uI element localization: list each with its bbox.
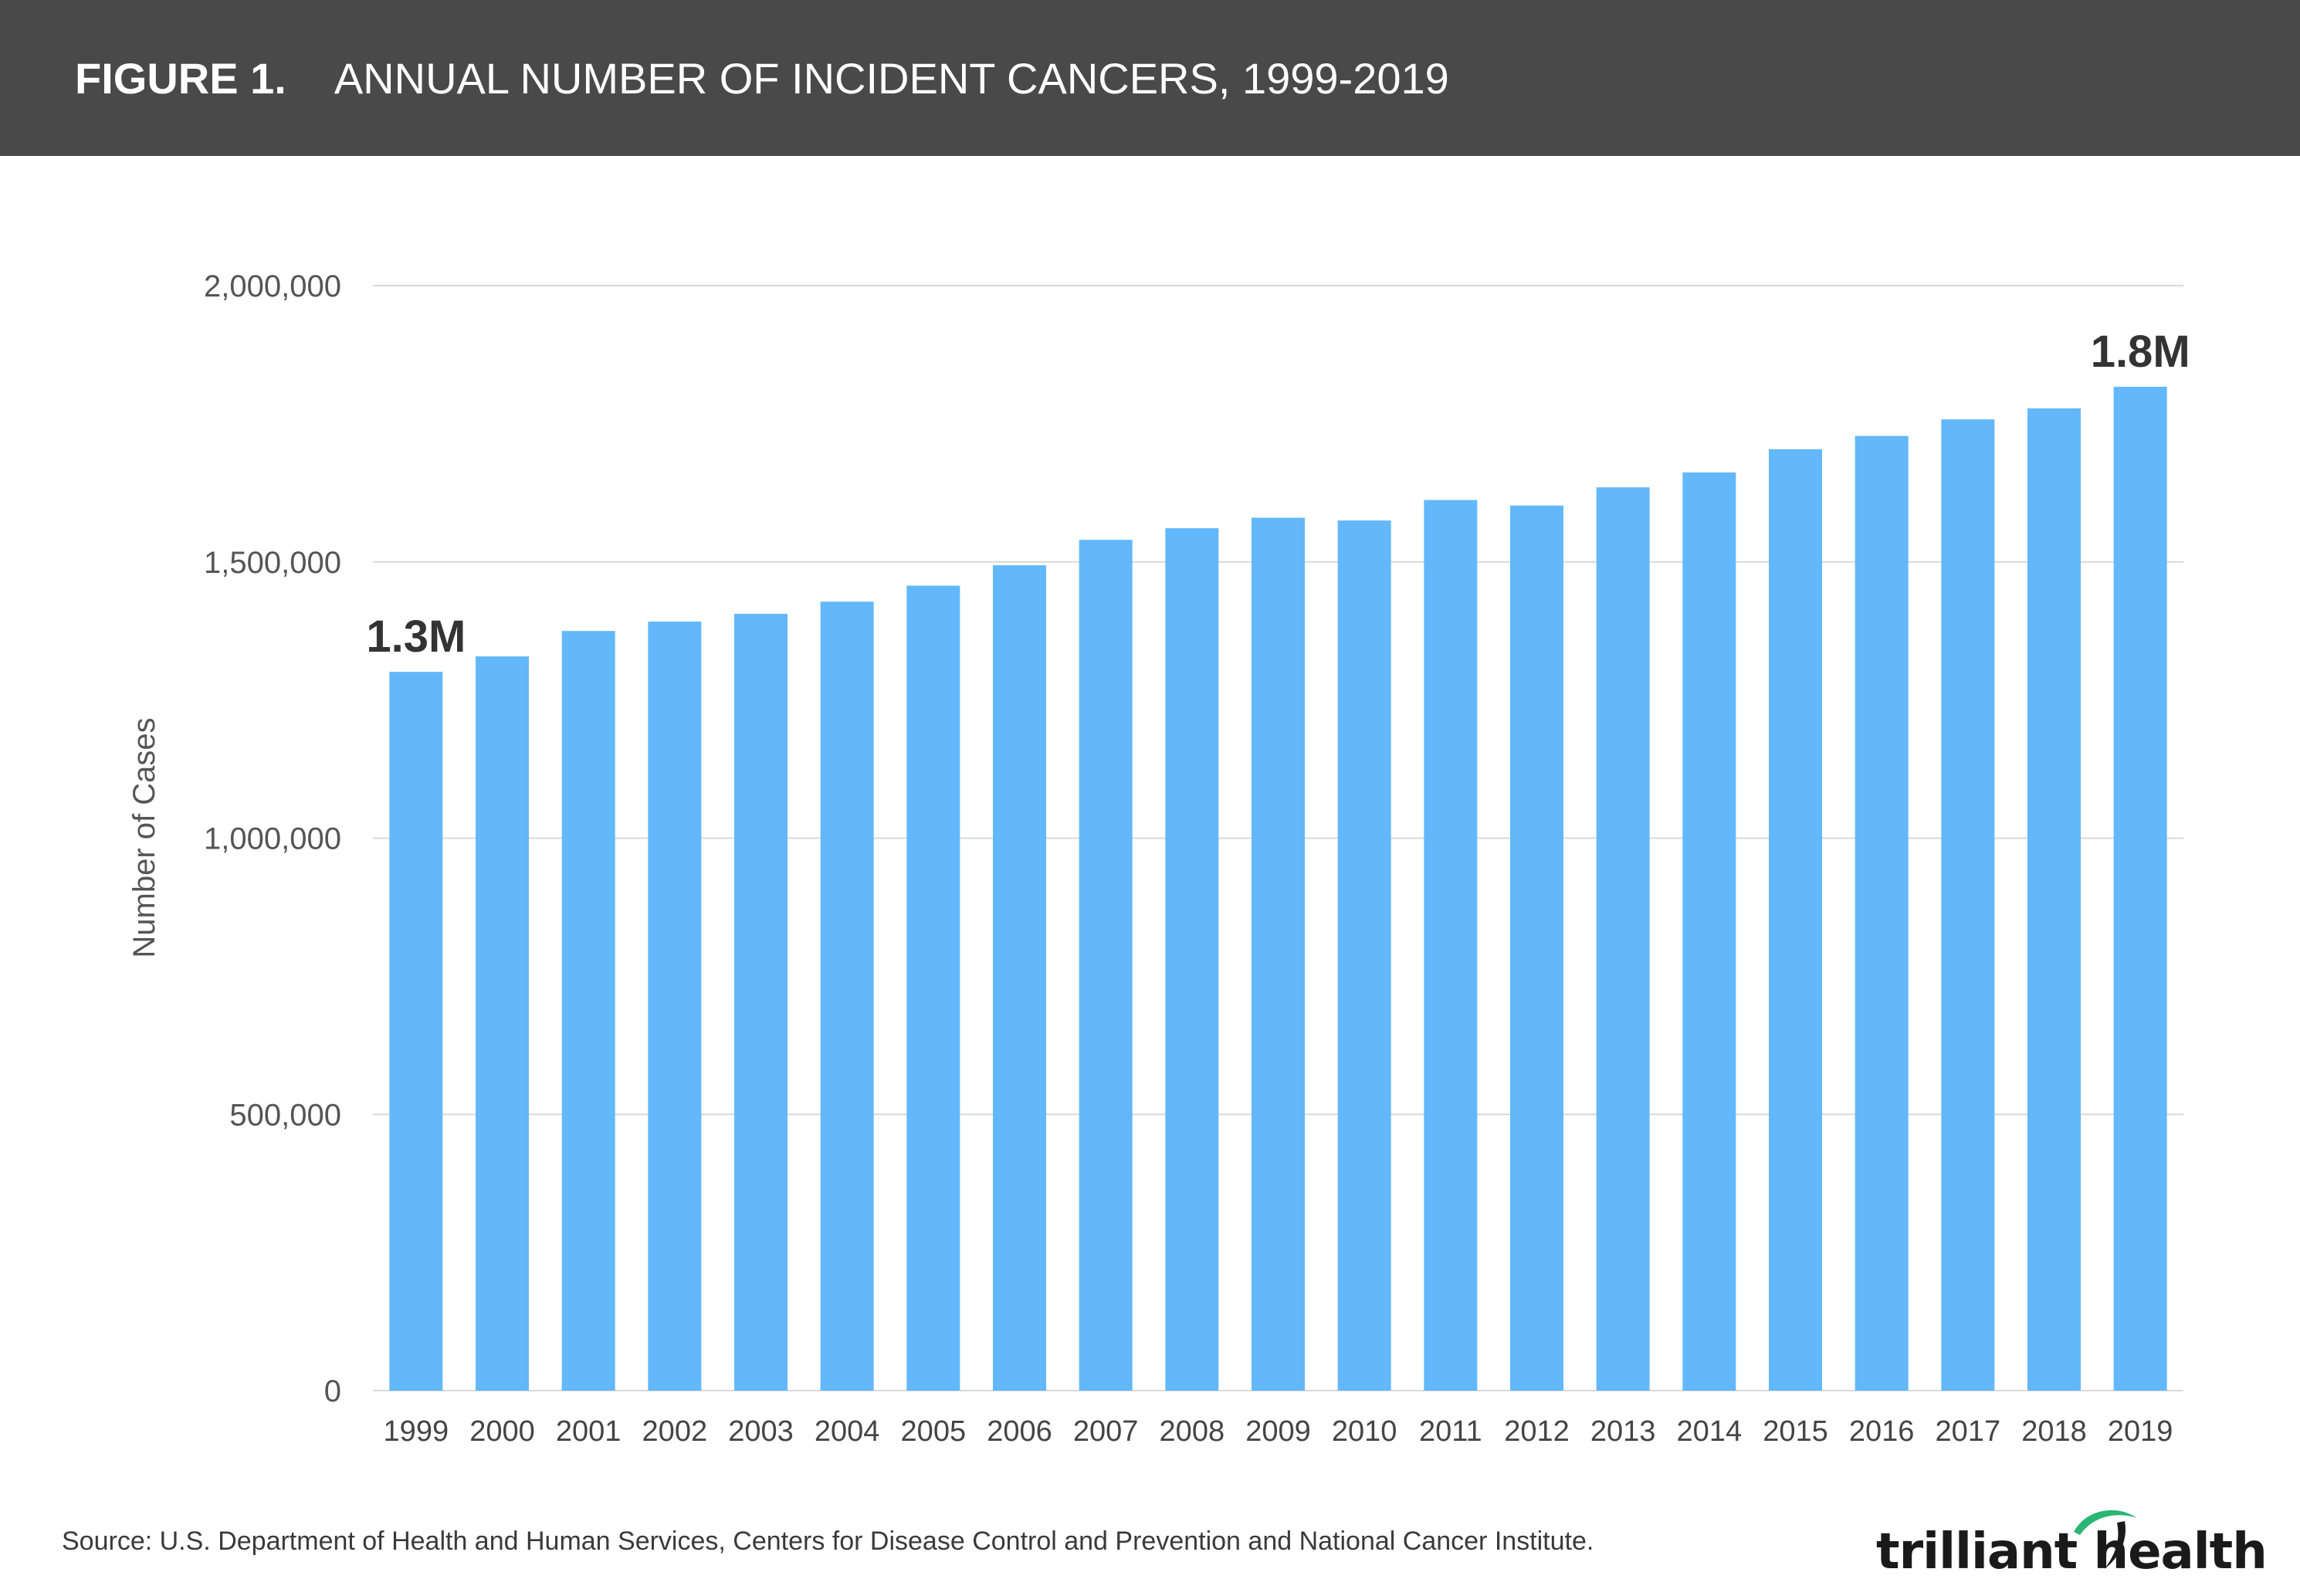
- annotation-label: 1.8M: [2091, 327, 2190, 377]
- bar-2008: [1165, 528, 1219, 1391]
- y-tick-label: 500,000: [229, 1098, 341, 1132]
- x-tick-label: 2001: [556, 1415, 622, 1448]
- trilliant-health-logo: trilliant health: [1876, 1507, 2268, 1581]
- y-axis-ticks: 0 500,000 1,000,000 1,500,000 2,000,000: [204, 269, 341, 1408]
- logo-swoosh-icon: [2074, 1510, 2137, 1569]
- bar-2009: [1252, 517, 1305, 1391]
- source-note: Source: U.S. Department of Health and Hu…: [62, 1527, 1594, 1556]
- x-tick-label: 2018: [2021, 1415, 2087, 1448]
- x-tick-label: 2013: [1590, 1415, 1656, 1448]
- x-tick-label: 2016: [1849, 1415, 1915, 1448]
- x-tick-label: 2009: [1245, 1415, 1311, 1448]
- bar-2016: [1855, 435, 1909, 1391]
- y-tick-label: 1,000,000: [204, 822, 341, 856]
- x-tick-label: 2000: [469, 1415, 535, 1448]
- x-tick-label: 2019: [2108, 1415, 2173, 1448]
- bar-2012: [1510, 505, 1563, 1391]
- y-tick-label: 1,500,000: [204, 546, 341, 580]
- x-tick-label: 2005: [901, 1415, 967, 1448]
- bar-2013: [1596, 487, 1650, 1391]
- bar-2018: [2027, 408, 2081, 1391]
- x-tick-label: 2012: [1504, 1415, 1570, 1448]
- figure-title: ANNUAL NUMBER OF INCIDENT CANCERS, 1999-…: [334, 53, 1449, 103]
- x-tick-label: 2002: [642, 1415, 708, 1448]
- y-tick-label: 0: [324, 1374, 341, 1408]
- x-tick-label: 1999: [384, 1415, 449, 1448]
- x-tick-label: 2017: [1936, 1415, 2001, 1448]
- annotation-label: 1.3M: [366, 612, 466, 662]
- bar-2019: [2113, 386, 2167, 1391]
- y-tick-label: 2,000,000: [204, 269, 341, 303]
- bar-2001: [561, 631, 615, 1391]
- bar-2015: [1769, 449, 1822, 1391]
- bars: [389, 386, 2167, 1391]
- logo-wordmark: trilliant health: [1876, 1523, 2268, 1581]
- bar-2002: [648, 622, 702, 1391]
- x-tick-label: 2014: [1677, 1415, 1743, 1448]
- bar-2007: [1079, 540, 1133, 1391]
- bar-2011: [1424, 500, 1478, 1391]
- x-tick-label: 2008: [1160, 1415, 1225, 1448]
- x-tick-label: 2004: [815, 1415, 880, 1448]
- y-axis-label: Number of Cases: [127, 717, 161, 957]
- bar-2010: [1337, 520, 1391, 1391]
- bar-1999: [389, 672, 443, 1391]
- x-tick-label: 2007: [1073, 1415, 1139, 1448]
- x-tick-label: 2015: [1763, 1415, 1828, 1448]
- x-tick-label: 2003: [728, 1415, 794, 1448]
- annotations: 1.3M 1.8M: [366, 327, 2190, 662]
- bar-2005: [906, 585, 960, 1391]
- figure-header: FIGURE 1. ANNUAL NUMBER OF INCIDENT CANC…: [0, 0, 2300, 156]
- x-tick-label: 2011: [1419, 1415, 1482, 1448]
- bar-2004: [820, 601, 874, 1391]
- bar-2014: [1682, 472, 1736, 1391]
- x-tick-label: 2010: [1332, 1415, 1397, 1448]
- x-tick-label: 2006: [987, 1415, 1052, 1448]
- bar-2006: [993, 565, 1046, 1391]
- bar-2017: [1941, 419, 1995, 1391]
- bar-2003: [734, 614, 788, 1391]
- figure-label: FIGURE 1.: [75, 53, 286, 103]
- bar-2000: [476, 656, 529, 1391]
- x-axis-ticks: 1999 2000 2001 2002 2003 2004 2005 2006 2007 2008…: [384, 1415, 2173, 1448]
